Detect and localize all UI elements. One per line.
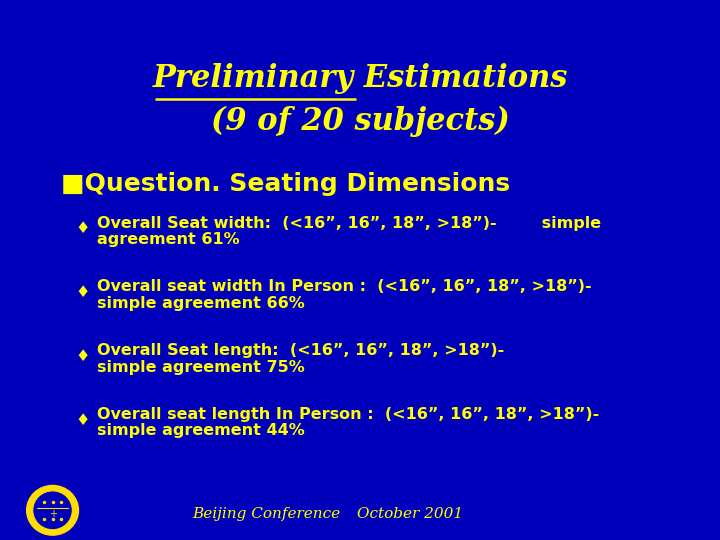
Text: ♦: ♦ bbox=[76, 349, 90, 364]
Text: simple agreement 44%: simple agreement 44% bbox=[97, 423, 305, 438]
Text: ♦: ♦ bbox=[76, 285, 90, 300]
Text: Overall Seat length:  (<16”, 16”, 18”, >18”)-: Overall Seat length: (<16”, 16”, 18”, >1… bbox=[97, 343, 505, 358]
Text: October 2001: October 2001 bbox=[357, 507, 464, 521]
Text: ♦: ♦ bbox=[76, 221, 90, 237]
Text: ■Question. Seating Dimensions: ■Question. Seating Dimensions bbox=[61, 172, 510, 195]
Text: Preliminary Estimations: Preliminary Estimations bbox=[153, 63, 567, 94]
Ellipse shape bbox=[27, 485, 78, 535]
Text: Overall Seat width:  (<16”, 16”, 18”, >18”)-        simple: Overall Seat width: (<16”, 16”, 18”, >18… bbox=[97, 215, 601, 231]
Text: Beijing Conference: Beijing Conference bbox=[192, 507, 341, 521]
Ellipse shape bbox=[32, 491, 72, 530]
Text: Overall seat width In Person :  (<16”, 16”, 18”, >18”)-: Overall seat width In Person : (<16”, 16… bbox=[97, 279, 592, 294]
Text: (9 of 20 subjects): (9 of 20 subjects) bbox=[211, 106, 509, 137]
Text: simple agreement 75%: simple agreement 75% bbox=[97, 360, 305, 375]
Text: agreement 61%: agreement 61% bbox=[97, 232, 240, 247]
Text: Overall seat length In Person :  (<16”, 16”, 18”, >18”)-: Overall seat length In Person : (<16”, 1… bbox=[97, 407, 600, 422]
Text: ♦: ♦ bbox=[76, 413, 90, 428]
Text: +: + bbox=[48, 509, 57, 518]
Text: simple agreement 66%: simple agreement 66% bbox=[97, 296, 305, 311]
